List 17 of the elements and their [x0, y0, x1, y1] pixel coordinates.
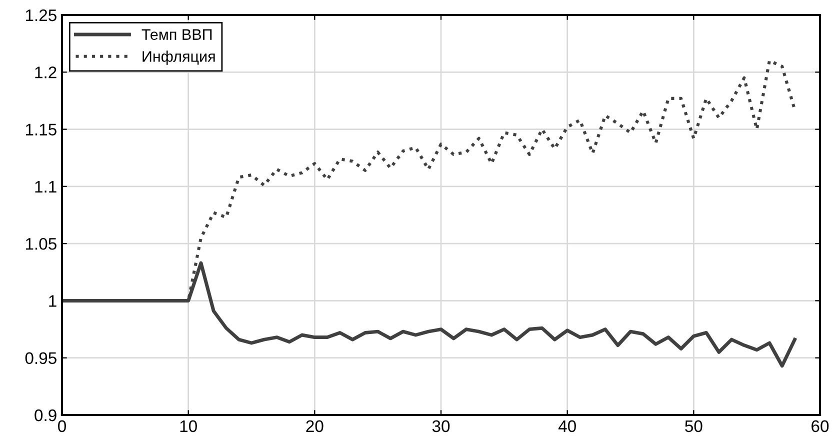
- x-tick-label: 30: [432, 420, 450, 432]
- y-tick-label: 1.15: [26, 124, 56, 136]
- y-tick-label: 0.9: [34, 409, 56, 422]
- x-tick-label: 40: [558, 420, 576, 432]
- x-tick-label: 50: [685, 420, 702, 432]
- y-tick-label: 1.2: [35, 66, 56, 78]
- x-tick-label: 0: [58, 420, 66, 432]
- y-tick-label: 1.05: [26, 238, 56, 250]
- y-tick-label: 1: [49, 295, 56, 307]
- legend-label: Темп ВВП: [142, 29, 212, 40]
- x-tick-label: 10: [180, 420, 197, 432]
- x-tick-label: 60: [812, 420, 829, 432]
- legend-label: Инфляция: [142, 50, 215, 65]
- y-tick-label: 1.25: [26, 9, 56, 22]
- x-tick-label: 20: [306, 420, 324, 432]
- y-tick-label: 1.1: [35, 181, 56, 192]
- y-tick-label: 0.95: [25, 352, 56, 364]
